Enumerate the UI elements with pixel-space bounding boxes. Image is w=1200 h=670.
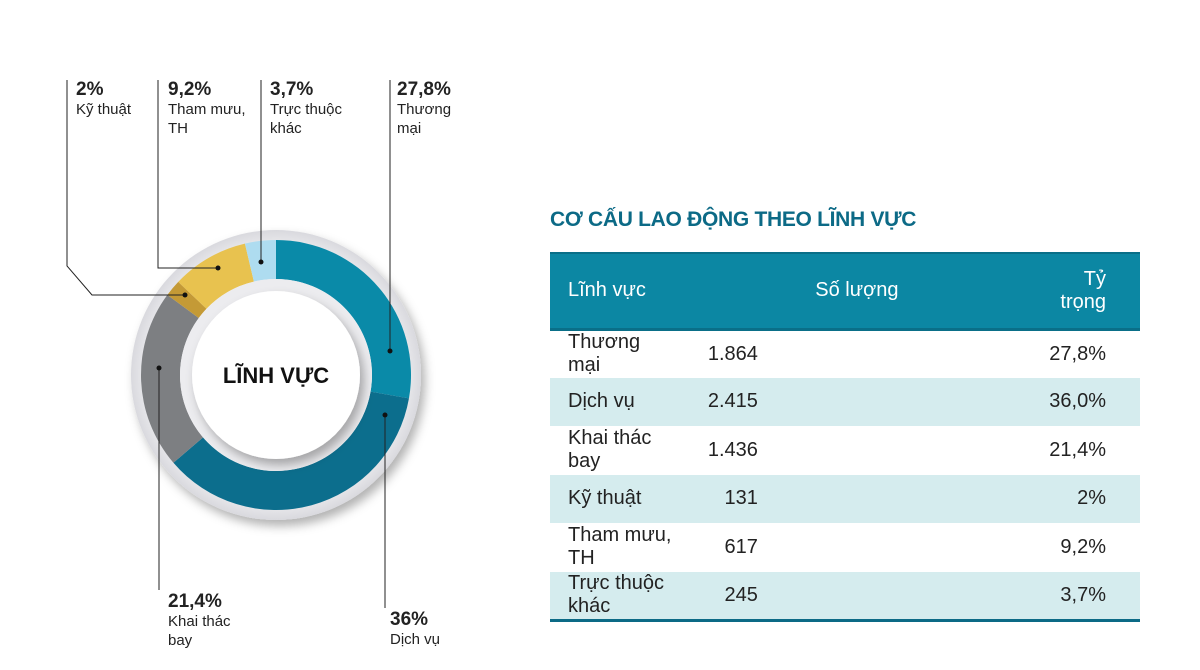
cell-count: 2.415 (707, 390, 758, 413)
donut-hole (192, 291, 360, 459)
cell-count: 1.864 (707, 342, 758, 365)
slice-value: 27,8% (397, 79, 451, 100)
donut-slice-thuong-mai (276, 240, 411, 399)
leader-line-tham-muu (157, 80, 218, 269)
cell-share: 27,8% (1049, 342, 1106, 365)
slice-name: Dịch vụ (390, 631, 441, 648)
slice-value: 2% (76, 79, 104, 100)
table-row: Trực thuộc khác 245 3,7% (550, 571, 1140, 620)
slice-label-ky-thuat: 2% Kỹ thuật (76, 80, 131, 119)
table-header-row: Lĩnh vực Số lượng Tỷ trọng (550, 252, 1140, 331)
slice-label-dich-vu: 36% Dịch vụ (390, 610, 440, 649)
donut-chart: LĨNH VỰC (66, 80, 421, 608)
cell-field: Kỹ thuật (568, 487, 642, 510)
cell-share: 21,4% (1049, 438, 1106, 461)
cell-count: 245 (724, 583, 758, 606)
leader-line-ky-thuat (66, 80, 185, 296)
donut-slice-ky-thuat (167, 281, 207, 319)
slice-name: Trực thuộc (270, 101, 343, 118)
donut-slice-khai-thac-bay (141, 294, 204, 463)
cell-share: 2% (1077, 487, 1106, 510)
slice-name: Thương (397, 101, 452, 118)
leader-dots (156, 259, 393, 418)
table-title: CƠ CẤU LAO ĐỘNG THEO LĨNH VỰC (550, 208, 917, 231)
donut-slice-dich-vu (173, 391, 409, 510)
cell-share: 36,0% (1049, 390, 1106, 413)
slice-name: TH (168, 120, 188, 137)
table-row: Tham mưu, TH 617 9,2% (550, 523, 1140, 572)
slice-name: Khai thác (168, 613, 231, 630)
column-header-count: Số lượng (689, 252, 1024, 331)
slice-name: bay (168, 632, 193, 649)
table-row: Dịch vụ 2.415 36,0% (550, 377, 1140, 426)
slice-name: Tham mưu, (168, 101, 246, 118)
donut-center-label: LĨNH VỰC (223, 363, 329, 388)
slice-name: mại (397, 120, 422, 137)
slice-value: 9,2% (168, 79, 212, 100)
cell-field: Khai thác bay (568, 427, 652, 473)
table-row: Khai thác bay 1.436 21,4% (550, 426, 1140, 475)
slice-label-tham-muu: 9,2% Tham mưu, TH (168, 80, 246, 138)
cell-field: Tham mưu, TH (568, 524, 672, 570)
slice-value: 3,7% (270, 79, 314, 100)
cell-share: 3,7% (1060, 583, 1106, 606)
cell-field: Dịch vụ (568, 390, 635, 413)
slice-name: khác (270, 120, 302, 137)
cell-count: 131 (724, 487, 758, 510)
table-row: Kỹ thuật 131 2% (550, 474, 1140, 523)
slice-value: 36% (390, 609, 429, 630)
workforce-table: Lĩnh vực Số lượng Tỷ trọng Thương mại 1.8… (550, 252, 1140, 622)
slice-value: 21,4% (168, 591, 222, 612)
table-row: Thương mại 1.864 27,8% (550, 329, 1140, 378)
cell-share: 9,2% (1060, 535, 1106, 558)
cell-count: 1.436 (707, 438, 758, 461)
leader-lines (66, 80, 391, 608)
cell-field: Thương mại (568, 331, 641, 376)
column-header-field: Lĩnh vực (550, 252, 690, 331)
slice-label-truc-thuoc: 3,7% Trực thuộc khác (270, 80, 342, 138)
slice-label-khai-thac: 21,4% Khai thác bay (168, 592, 231, 650)
donut-slice-tham-muu-th (178, 243, 254, 309)
cell-field: Trực thuộc khác (568, 572, 665, 617)
cell-count: 617 (724, 535, 758, 558)
slice-label-thuong-mai: 27,8% Thương mại (397, 80, 451, 138)
column-header-share: Tỷ trọng (1023, 252, 1140, 331)
slice-name: Kỹ thuật (76, 101, 132, 118)
